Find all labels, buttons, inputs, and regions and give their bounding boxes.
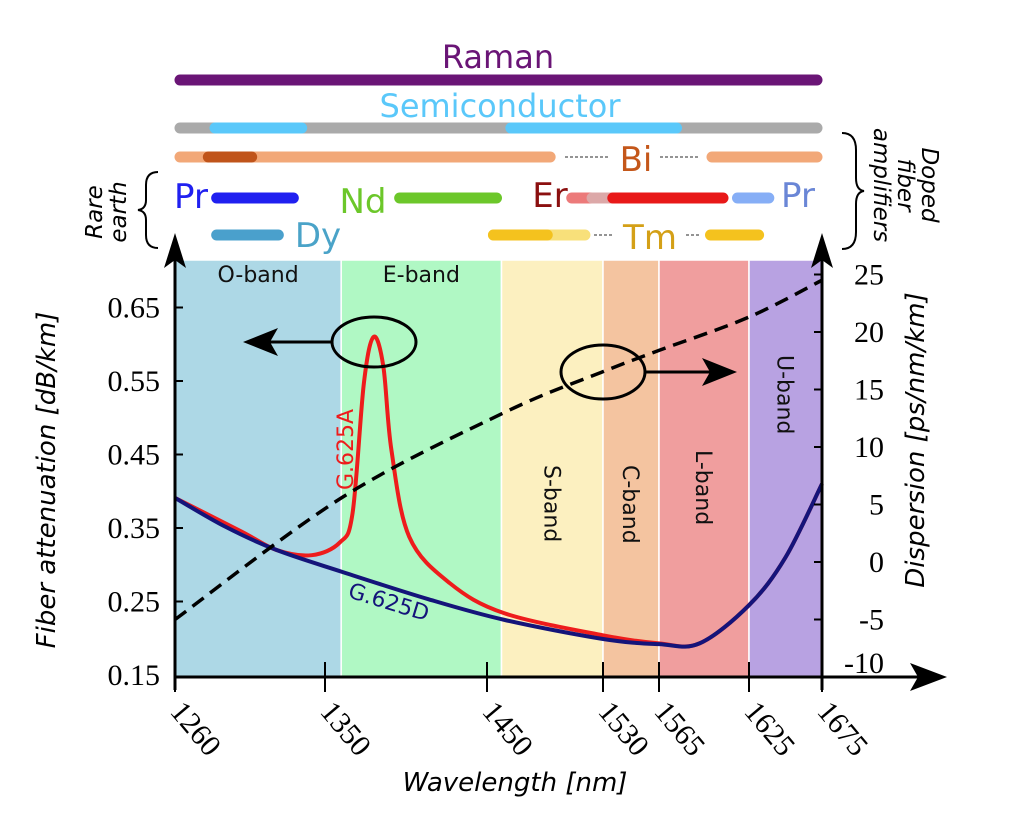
right-y-tick-label: -10 [844, 647, 884, 680]
x-tick-label: 1450 [476, 695, 540, 762]
rare-earth-brace [137, 171, 159, 249]
band-c-band [602, 259, 660, 678]
band-labels: O-band E-band S-band C-band L-band U-band [217, 263, 796, 544]
x-tick-label: 1260 [164, 695, 228, 762]
left-arrow-head [243, 328, 278, 356]
amp-label-raman: Raman [442, 38, 554, 76]
band-o-band [174, 259, 342, 678]
x-tick-label: 1675 [811, 695, 875, 762]
series-label-g625a: G.625A [334, 409, 359, 490]
amp-label-pr-right: Pr [781, 176, 815, 216]
band-label-c-band: C-band [617, 465, 642, 544]
band-s-band [500, 259, 604, 678]
band-u-band [748, 259, 823, 678]
band-label-l-band: L-band [690, 450, 715, 525]
x-axis-label: Wavelength [nm] [403, 768, 628, 798]
band-label-s-band: S-band [538, 465, 563, 542]
band-label-o-band: O-band [217, 263, 298, 288]
band-e-band [340, 259, 503, 678]
rare-earth-text-1: Rare [82, 185, 108, 239]
dispersion-axis-indicator [559, 343, 737, 401]
doped-text-3: amplifiers [868, 128, 894, 242]
series-dispersion [173, 278, 823, 621]
left-y-axis-arrow [164, 233, 186, 268]
rare-earth-text-2: earth [106, 181, 132, 242]
series-g625d [174, 483, 824, 649]
amp-label-nd: Nd [339, 182, 386, 222]
right-y-tick-label: 0 [869, 546, 884, 579]
amp-label-bi: Bi [620, 140, 653, 180]
left-y-tick-label: 0.65 [108, 292, 161, 325]
right-y-tick-label: 10 [854, 431, 884, 464]
right-y-tick-label: -5 [859, 604, 884, 637]
right-y-axis-arrow [811, 233, 833, 268]
left-y-axis-label: Fiber attenuation [dB/km] [32, 312, 62, 649]
amplifier-bars [174, 74, 823, 241]
amp-label-er: Er [532, 176, 567, 216]
band-l-band [658, 259, 750, 678]
right-arrow-head [702, 358, 737, 386]
x-axis-arrow [910, 663, 947, 691]
right-y-tick-label: 15 [854, 374, 884, 407]
x-tick-label: 1565 [648, 695, 712, 762]
doped-text-2: fiber [892, 158, 918, 213]
right-y-tick-label: 5 [869, 489, 884, 522]
doped-fiber-brace [841, 132, 865, 250]
doped-fiber-amplifiers-label: Doped fiber amplifiers [868, 128, 942, 242]
axes [164, 233, 947, 691]
rare-earth-label: Rare earth [82, 181, 132, 242]
left-y-tick-label: 0.35 [108, 512, 161, 545]
wavelength-bands [174, 259, 823, 678]
curves [173, 278, 824, 649]
connector-dashes [565, 156, 700, 236]
doped-text-1: Doped [916, 147, 942, 223]
left-y-tick-label: 0.45 [108, 439, 161, 472]
left-y-tick-label: 0.15 [108, 659, 161, 692]
x-tick-label: 1350 [314, 695, 378, 762]
right-y-axis-label: Dispersion [ps/nm/km] [901, 292, 931, 587]
left-y-tick-label: 0.25 [108, 586, 161, 619]
amp-label-semiconductor: Semiconductor [380, 87, 622, 125]
left-y-tick-label: 0.55 [108, 365, 161, 398]
right-y-tick-label: 20 [854, 316, 884, 349]
amp-label-pr-left: Pr [174, 177, 208, 217]
right-y-tick-label: 25 [854, 259, 884, 292]
amplifier-labels: Raman Semiconductor Bi Pr Nd Er Pr Dy Tm [174, 38, 815, 258]
x-tick-label: 1530 [592, 695, 656, 762]
x-tick-label: 1625 [738, 695, 802, 762]
amp-label-tm: Tm [622, 218, 677, 258]
amp-label-dy: Dy [295, 216, 341, 256]
attenuation-axis-indicator [243, 315, 418, 369]
band-label-u-band: U-band [772, 355, 797, 434]
band-label-e-band: E-band [383, 263, 460, 288]
